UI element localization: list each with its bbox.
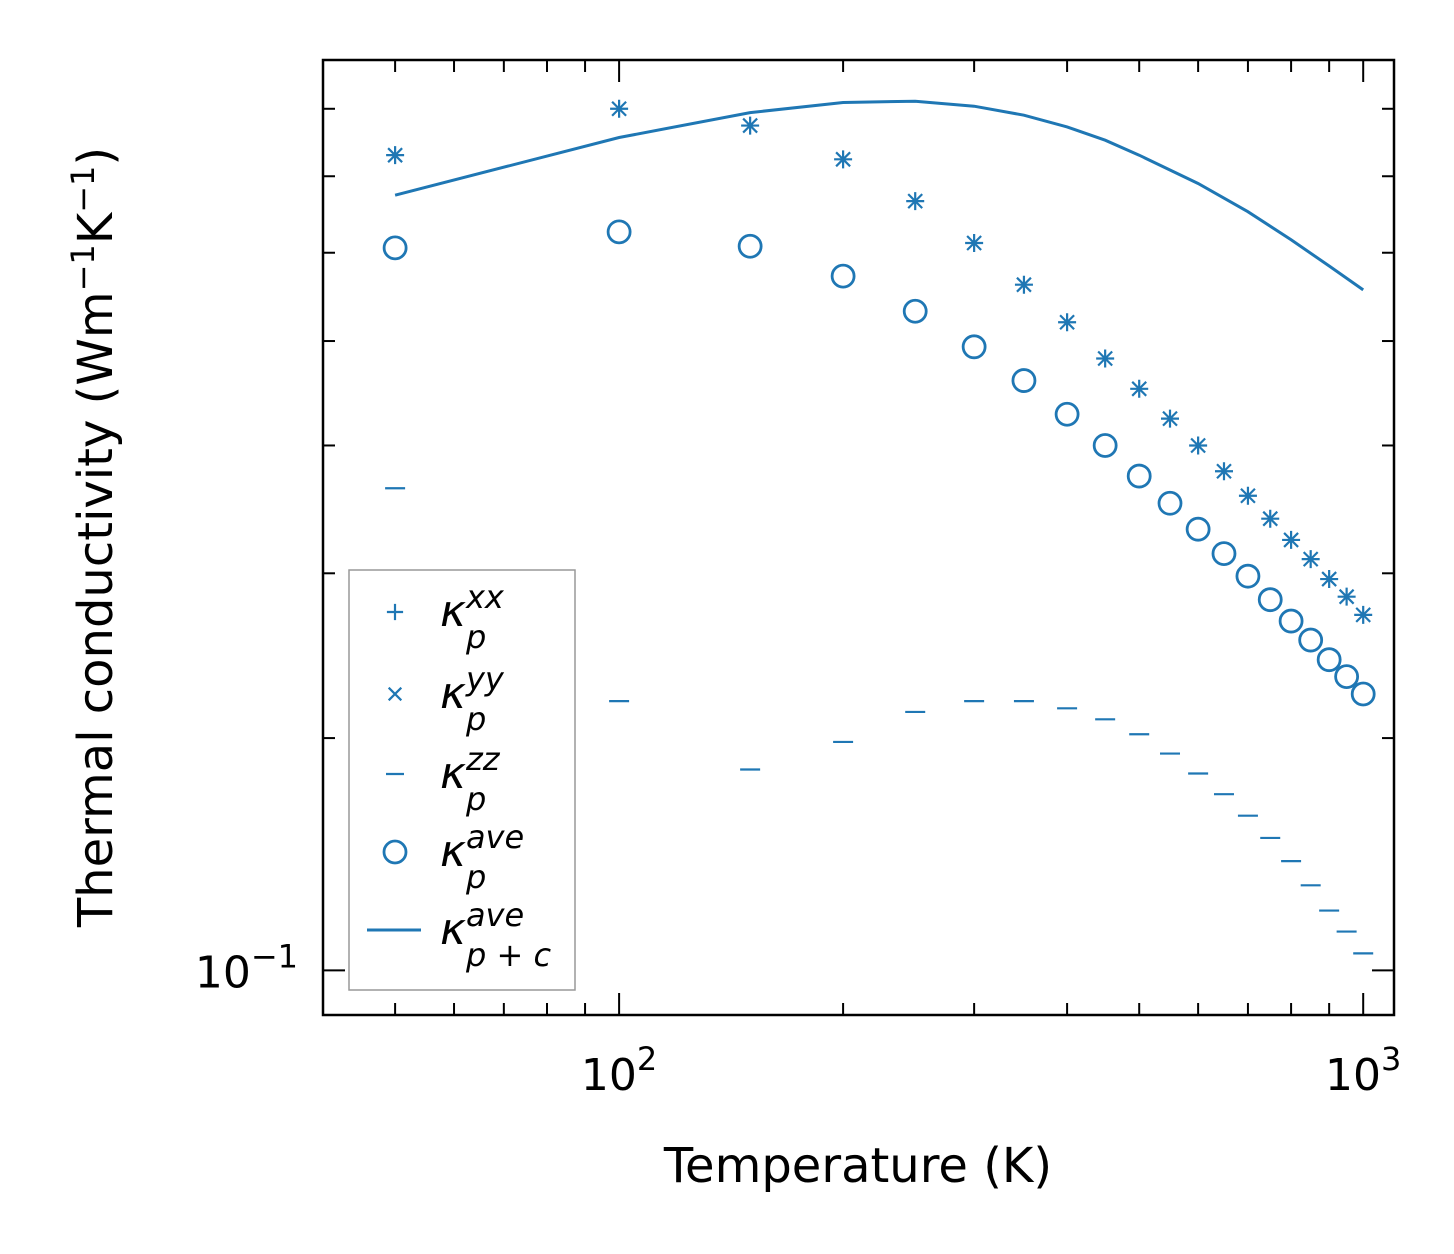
legend-marker [386,603,404,621]
series-kappa_p_xx [386,99,1373,624]
legend-label-base: κ [440,586,466,637]
legend-box [348,569,576,991]
kappa_p_yy-point [742,117,758,134]
series-kappa_p_ave [382,219,1376,707]
series-layer [382,99,1376,955]
series-line [394,99,1365,292]
legend-label-sub: p [465,618,486,656]
kappa_p_yy-point [1262,510,1279,527]
y-tick-label-base: 10 [195,947,251,998]
kappa_p_yy-point [835,151,851,168]
legend-label-base: κ [440,668,466,719]
x-tick-label-base: 10 [581,1050,637,1101]
kappa_p_yy-point [1240,487,1256,504]
kappa_p_yy-point [1283,532,1299,548]
legend-label: κyy p [440,660,505,738]
kappa_p_ave-point [606,219,632,245]
y-tick-label-exp: −1 [251,937,298,975]
kappa_p_yy-point [907,193,923,209]
kappa_p_yy-point [1059,314,1075,331]
kappa_p_yy-point [611,101,627,117]
kappa_p_ave-point [382,235,408,261]
legend-label-sub: p + c [465,936,551,974]
x-tick-label-exp: 2 [637,1040,657,1078]
legend-label-sub: p [465,780,486,818]
kappa_p_ave-point [1011,368,1037,393]
kappa_p_ave-point [902,298,928,324]
series-kappa_p_zz [385,487,1374,955]
y-axis-title-main: Thermal conductivity (Wm [68,291,124,928]
legend-label: κave p + c [440,896,551,974]
legend-label-sup: zz [465,740,501,778]
kappa_p_ave-point [1054,401,1080,427]
series-kappa_p_yy [387,101,1371,623]
kappa_p_ave-point [830,263,856,289]
legend-label-sub: p [465,858,486,896]
legend-label: κave p [440,818,524,896]
kappa_p_ave-point [961,334,987,360]
x-tick-label-exp: 3 [1381,1040,1401,1078]
kappa_p_yy-point [966,235,982,251]
x-tick-label: 102 [581,1040,657,1101]
legend-label-base: κ [440,748,466,799]
kappa_p_ave-point [1334,664,1360,689]
kappa_p_yy-point [1338,588,1355,605]
kappa_p_ave-point [1278,608,1304,634]
legend-label-base: κ [440,904,466,955]
legend-label: κzz p [440,740,501,818]
legend-marker [382,839,408,865]
legend-label-base: κ [440,826,466,877]
kappa_p_yy-point [1216,463,1232,480]
kappa_p_ave-point [1257,587,1283,613]
kappa_p_ave-point [1185,516,1211,542]
legend-label-sup: ave [466,818,524,856]
legend-label-sub: p [465,700,486,738]
kappa_p_ave-point [1126,463,1152,489]
kappa_p_ave-point [1298,627,1324,653]
kappa_p_yy-point [1190,437,1206,454]
legend-marker [387,686,403,702]
kappa_p_yy-point [387,147,403,163]
x-axis-title: Temperature (K) [663,1138,1052,1194]
y-axis-title-sup-1: −1 [64,244,102,291]
legend-label-sup: xx [465,578,505,616]
kappa_p_yy-point [1131,381,1147,397]
y-tick-label: 10−1 [195,937,298,998]
kappa_p_ave-point [1092,433,1118,458]
y-axis-title-mid: K [68,211,124,244]
kappa_p_ave-point [1157,490,1183,516]
legend-label-sup: yy [465,660,505,698]
kappa_p_yy-point [1302,551,1319,567]
series-kappa_p+c_ave [394,99,1365,292]
kappa_p_yy-point [1162,410,1178,427]
kappa_p_ave-point [1316,647,1342,673]
kappa_p_yy-point [1321,571,1337,587]
kappa_p_yy-point [1355,607,1371,623]
y-axis-title: Thermal conductivity (Wm−1K−1) [64,147,124,928]
legend-label: κxx p [440,578,505,656]
plot-frame [321,58,1396,1017]
y-axis-title-sup-2: −1 [64,166,102,213]
x-tick-label: 103 [1325,1040,1401,1101]
kappa_p_yy-point [1016,276,1032,293]
kappa_p_ave-point [1211,541,1237,566]
legend-label-sup: ave [466,896,524,934]
kappa_p_ave-point [1235,563,1261,589]
kappa_p_yy-point [1097,350,1113,367]
kappa_p_ave-point [737,233,763,259]
kappa_p_ave-point [1350,681,1376,707]
y-axis-title-end: ) [68,147,124,166]
x-tick-label-base: 10 [1325,1050,1381,1101]
axis-ticks [322,60,1394,1015]
